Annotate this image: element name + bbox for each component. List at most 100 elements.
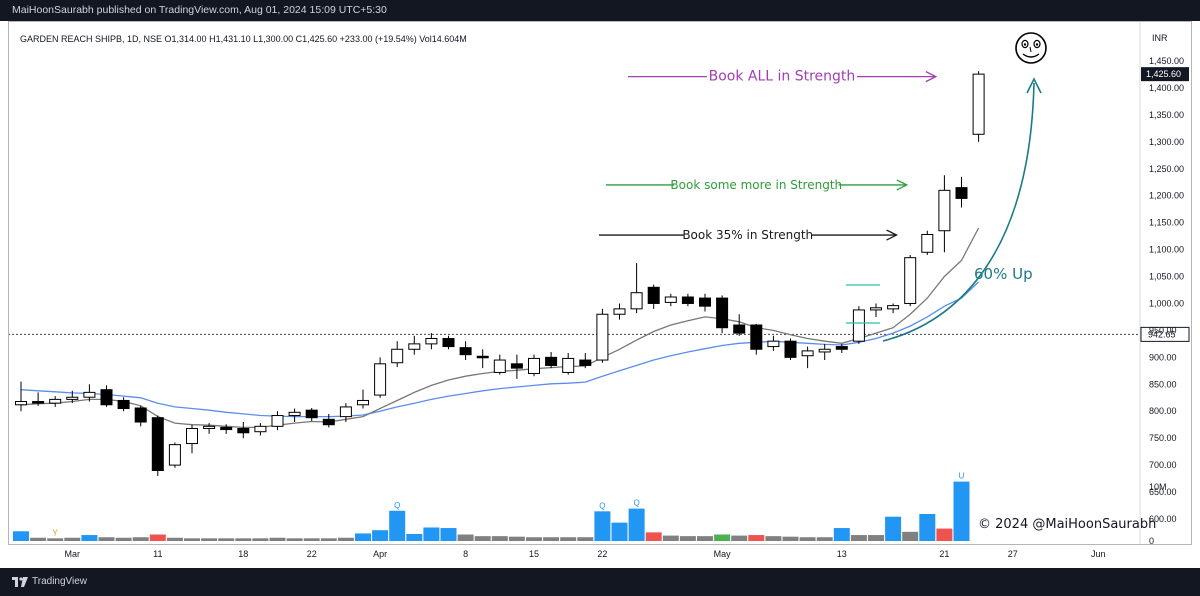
- candle: [186, 424, 198, 454]
- candle: [254, 423, 267, 436]
- y-tick-label: 950.00: [1149, 325, 1177, 335]
- candle: [596, 308, 609, 363]
- x-tick-label: Jun: [1091, 549, 1106, 559]
- candle: [545, 351, 558, 369]
- volume-bar: [355, 533, 371, 541]
- volume-bar: [799, 537, 816, 541]
- candle-body: [784, 340, 797, 358]
- volume-marker: Y: [53, 528, 59, 537]
- volume-bar: [201, 538, 218, 541]
- candle-body: [716, 297, 729, 329]
- volume-bar: [919, 514, 936, 541]
- y-tick-label: 1,150.00: [1149, 218, 1184, 228]
- x-tick-label: May: [714, 549, 732, 559]
- candle-body: [579, 359, 592, 366]
- price-axis: 1,450.00 1,400.00 1,350.00 1,300.00 1,250.00…: [1141, 56, 1189, 546]
- volume-bar: [748, 535, 765, 541]
- candle: [852, 306, 865, 344]
- annotation-arrow: Book some more in Strength: [605, 178, 909, 192]
- volume-bar: [406, 533, 423, 541]
- annotation-text: Book ALL in Strength: [709, 69, 856, 85]
- candle: [528, 354, 540, 377]
- candle: [938, 175, 951, 253]
- candle: [767, 335, 780, 351]
- annotation-arrow: Book ALL in Strength: [628, 69, 938, 85]
- y-tick-label: 900.00: [1149, 352, 1177, 362]
- x-tick-label: Apr: [373, 549, 387, 559]
- candle: [681, 293, 694, 307]
- volume-bar: [577, 537, 594, 541]
- volume-bar: [885, 516, 902, 541]
- volume-bar: [543, 537, 560, 541]
- x-tick-label: 11: [153, 549, 162, 559]
- y-tick-label: 850.00: [1149, 379, 1177, 389]
- candle-body: [408, 343, 421, 350]
- candle: [870, 303, 882, 317]
- volume-bar: [645, 532, 662, 541]
- candle-body: [134, 407, 147, 423]
- candle-body: [852, 309, 865, 342]
- candle: [374, 357, 387, 398]
- candle-body: [596, 313, 609, 361]
- arrow-head: [925, 71, 938, 83]
- candle: [562, 353, 575, 375]
- symbol-info: GARDEN REACH SHIPB, 1D, NSE O1,314.00 H1…: [20, 34, 467, 44]
- upward-curve-arrow: [882, 82, 1035, 342]
- annotation-text: 60% Up: [974, 265, 1033, 283]
- volume-bar: [474, 536, 491, 541]
- candles: [15, 71, 985, 476]
- smiley-face-drawing: [1015, 32, 1047, 64]
- volume-bar: [560, 537, 577, 541]
- candle: [391, 341, 404, 368]
- candle: [357, 389, 369, 409]
- reference-price-line: 942.65: [8, 326, 1190, 342]
- candle-body: [938, 189, 951, 232]
- x-tick-label: Mar: [65, 549, 81, 559]
- volume-bar: [47, 538, 64, 541]
- last-price-label: 1,425.60: [1146, 69, 1181, 79]
- candle-body: [835, 346, 848, 350]
- y-tick-label: 1,050.00: [1149, 272, 1184, 282]
- candle-body: [168, 444, 181, 466]
- candle-body: [374, 363, 387, 396]
- volume-marker: U: [959, 472, 965, 481]
- y-tick-label: 1,350.00: [1149, 110, 1184, 120]
- volume-bar: [440, 528, 457, 541]
- y-tick-label: 800.00: [1149, 406, 1177, 416]
- candle: [49, 396, 62, 407]
- volume-bar: [868, 535, 884, 541]
- volume-bar: [816, 537, 833, 541]
- price-chart[interactable]: 942.65 Y Q Q Q U 1,450.00 1,400.00 1,350.00 1,3…: [0, 21, 1200, 568]
- footer-bar: TradingView: [0, 568, 1200, 596]
- y-tick-label: 600.00: [1149, 514, 1177, 524]
- volume-bar: [81, 535, 98, 541]
- candle: [425, 333, 438, 350]
- chart-canvas[interactable]: 942.65 Y Q Q Q U 1,450.00 1,400.00 1,350.00 1,3…: [0, 21, 1200, 568]
- candle-body: [151, 417, 164, 472]
- volume-bar: [714, 534, 731, 541]
- volume-marker: Q: [599, 501, 605, 510]
- volume-bar: [697, 536, 713, 541]
- candle-body: [750, 324, 763, 350]
- candle-body: [699, 297, 711, 307]
- last-price-tag: [1141, 67, 1189, 82]
- candle-body: [733, 324, 746, 334]
- arrow-head: [886, 229, 898, 241]
- annotation-text: Book 35% in Strength: [682, 228, 813, 242]
- volume-bar: [132, 537, 149, 541]
- hline-price-tag: [1140, 326, 1190, 342]
- candle: [408, 335, 421, 355]
- candle-body: [921, 234, 934, 253]
- volume-axis-label: 0: [1149, 536, 1154, 546]
- y-tick-label: 750.00: [1149, 433, 1177, 443]
- candle: [664, 293, 677, 307]
- volume-bar: [594, 511, 611, 541]
- tradingview-logo: TradingView: [12, 574, 87, 590]
- volume-bar: [30, 537, 47, 541]
- candle-body: [15, 401, 27, 406]
- candle-body: [254, 425, 267, 433]
- candle: [442, 335, 455, 350]
- candle-body: [288, 411, 301, 417]
- volume-bar: [13, 531, 29, 541]
- candle: [66, 390, 79, 404]
